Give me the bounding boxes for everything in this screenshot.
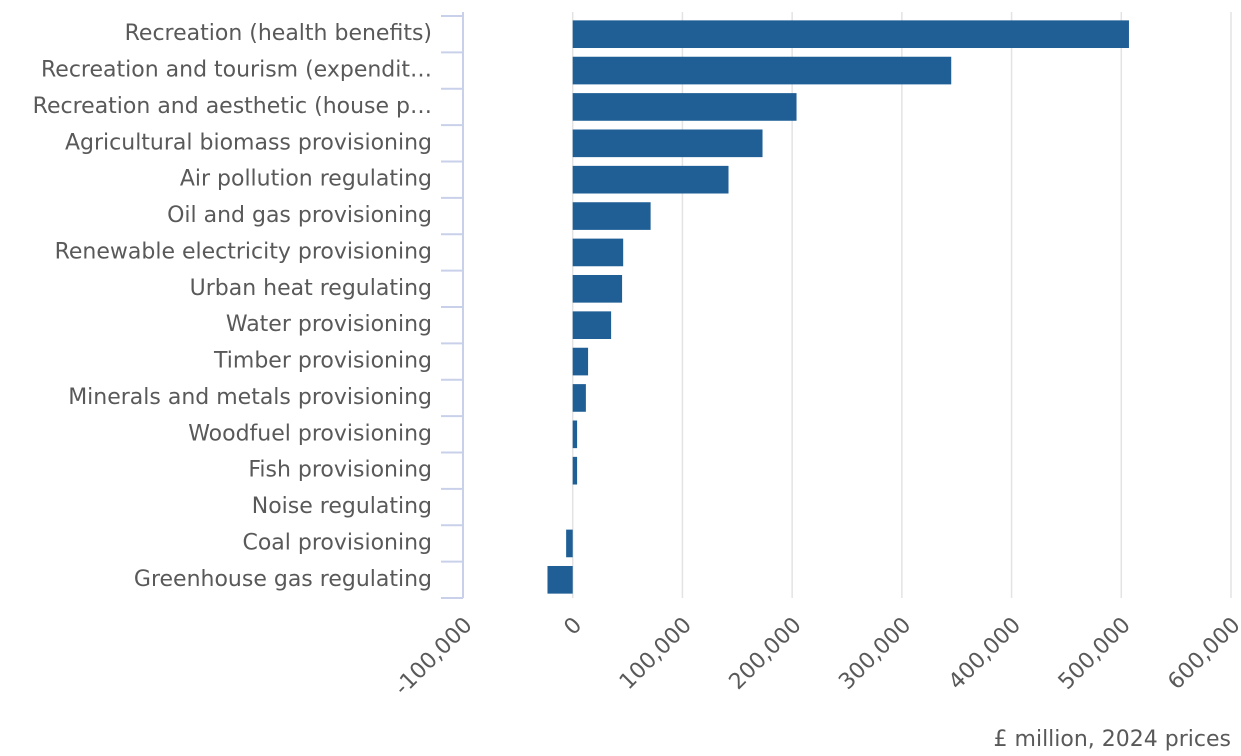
x-tick-label: 400,000 (944, 613, 1026, 695)
bar (572, 311, 612, 340)
y-tick-label: Agricultural biomass provisioning (65, 130, 432, 155)
bar (566, 529, 573, 558)
x-tick-label: 100,000 (615, 613, 697, 695)
bar (547, 565, 573, 594)
bar (572, 129, 763, 158)
y-tick-label: Recreation (health benefits) (125, 21, 432, 46)
y-tick-label: Timber provisioning (213, 349, 432, 374)
bar (572, 20, 1129, 49)
y-tick-label: Coal provisioning (242, 530, 432, 555)
y-tick-label: Renewable electricity provisioning (55, 239, 432, 264)
x-tick-label: 0 (560, 613, 588, 641)
bar (572, 420, 578, 449)
bar (572, 56, 952, 85)
x-tick-label: 500,000 (1054, 613, 1136, 695)
bar (572, 202, 651, 230)
bar (572, 165, 729, 194)
y-tick-label: Air pollution regulating (180, 167, 432, 192)
y-tick-label: Noise regulating (252, 494, 432, 519)
y-tick-label: Recreation and aesthetic (house p… (33, 94, 432, 119)
bar (572, 238, 624, 267)
y-tick-label: Woodfuel provisioning (188, 421, 432, 446)
x-tick-label: 200,000 (725, 613, 807, 695)
y-tick-label: Oil and gas provisioning (167, 203, 432, 228)
x-tick-label: -100,000 (390, 613, 478, 701)
y-tick-label: Water provisioning (226, 312, 432, 337)
y-tick-label: Minerals and metals provisioning (68, 385, 432, 410)
y-tick-label: Fish provisioning (248, 458, 432, 483)
y-tick-label: Greenhouse gas regulating (134, 567, 432, 592)
bar (572, 93, 797, 121)
bar (572, 347, 589, 376)
bar (572, 456, 578, 485)
y-tick-label: Recreation and tourism (expendit… (41, 58, 432, 83)
x-tick-label: 600,000 (1163, 613, 1241, 695)
x-axis-title: £ million, 2024 prices (994, 727, 1231, 752)
x-tick-label: 300,000 (834, 613, 916, 695)
bar (572, 274, 623, 303)
bar (572, 384, 586, 412)
y-tick-label: Urban heat regulating (190, 276, 432, 301)
